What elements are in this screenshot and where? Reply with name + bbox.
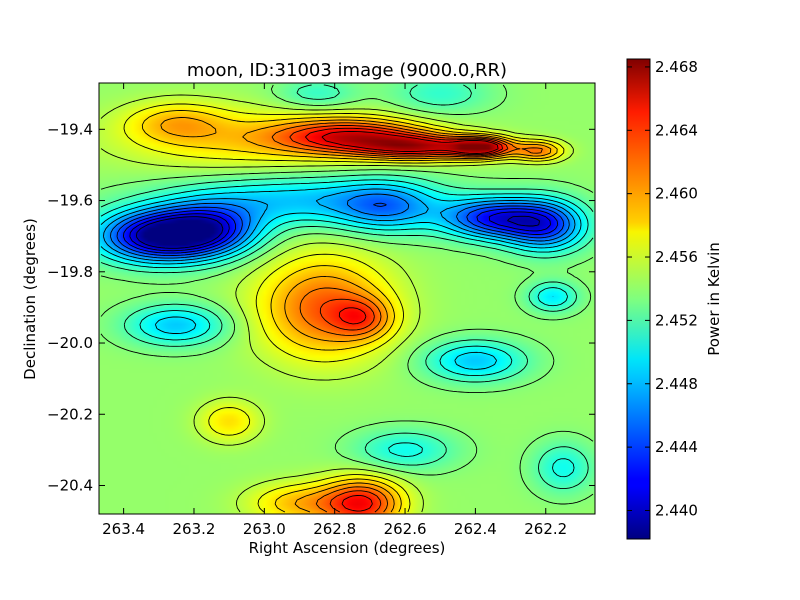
contour-line [271,122,543,513]
contour-layer [100,84,594,513]
y-tick-label: −20.4 [47,477,93,495]
contour-line [103,188,576,262]
contour-line [100,184,582,370]
colorbar-tick-label: 2.440 [655,501,698,519]
x-tick-label: 263.4 [102,520,145,538]
y-axis-label: Declination (degrees) [21,218,39,380]
contour-line [129,211,551,252]
colorbar-gradient [626,58,651,540]
heatmap-plot [98,82,596,515]
y-tick-label: −20.0 [47,334,93,352]
colorbar-ticks: 2.440 2.444 2.448 2.452 2.456 2.460 2.464 2.468 [627,58,698,519]
contour-line [141,110,558,513]
y-tick-label: −19.4 [47,120,93,138]
contour-line [122,208,559,254]
x-tick-label: 262.8 [313,520,356,538]
contour-line [289,125,509,513]
colorbar: 2.440 2.444 2.448 2.452 2.456 2.460 2.464 2.468… [626,58,723,540]
chart-title: moon, ID:31003 image (9000.0,RR) [187,60,507,81]
contour-line [116,202,565,257]
y-tick-label: −19.6 [47,192,93,210]
plot-frame [98,82,596,515]
y-tick-label: −19.8 [47,263,93,281]
colorbar-tick-label: 2.464 [655,121,698,139]
x-tick-label: 263.0 [243,520,286,538]
x-tick-label: 262.4 [454,520,497,538]
colorbar-tick-label: 2.456 [655,248,698,266]
contour-line [100,84,594,505]
colorbar-tick-label: 2.444 [655,438,698,456]
x-tick-label: 262.6 [384,520,427,538]
contour-line [110,193,570,259]
heatmap-image [99,83,595,514]
contour-line [123,103,565,513]
colorbar-tick-label: 2.448 [655,375,698,393]
contour-line [321,131,499,154]
contour-line [100,179,589,478]
colorbar-tick-label: 2.452 [655,311,698,329]
contour-line [160,117,552,513]
contour-line [305,127,504,512]
colorbar-tick-label: 2.460 [655,185,698,203]
x-axis-label: Right Ascension (degrees) [249,539,446,557]
contour-line [135,215,540,249]
colorbar-label: Power in Kelvin [705,242,723,356]
colorbar-tick-label: 2.468 [655,58,698,76]
y-axis-ticks: −19.4 −19.6 −19.8 −20.0 −20.2 −20.4 [47,120,595,495]
contour-line [100,94,574,513]
x-tick-label: 262.2 [524,520,567,538]
x-axis-ticks: 263.4 263.2 263.0 262.8 262.6 262.4 262.2 [102,83,567,538]
contour-line [100,84,594,490]
y-tick-label: −20.2 [47,405,93,423]
x-tick-label: 263.2 [173,520,216,538]
